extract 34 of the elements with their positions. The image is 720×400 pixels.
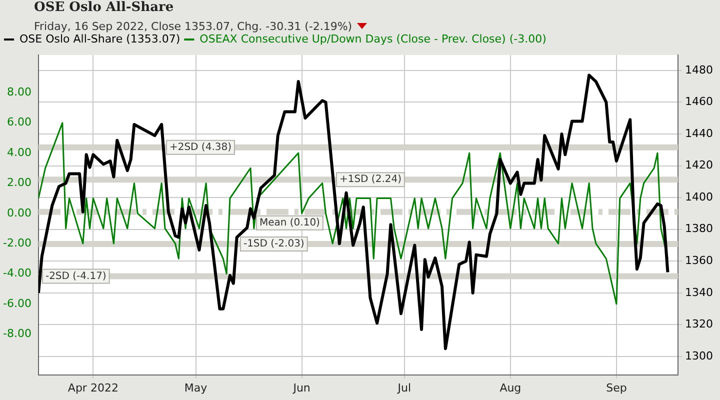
y2-tick-label: 1460 xyxy=(685,95,714,108)
x-tick-label: Aug xyxy=(500,381,522,394)
y-tick-label: 4.00 xyxy=(6,146,32,159)
legend-label: OSEAX Consecutive Up/Down Days (Close - Prev. Close) (-3.00) xyxy=(200,32,546,46)
x-tick-label: Jun xyxy=(292,381,310,394)
y-tick-label: 6.00 xyxy=(6,116,32,129)
y2-tick-label: 1300 xyxy=(685,349,714,362)
x-tick-label: May xyxy=(184,381,208,394)
y-tick-label: -6.00 xyxy=(2,296,32,310)
chart-subtitle: Friday, 16 Sep 2022, Close 1353.07, Chg. -30.31 (-2.19%) xyxy=(34,20,352,33)
y-tick-label: 2.00 xyxy=(6,176,32,190)
y2-tick-label: 1380 xyxy=(685,222,714,236)
y-tick-label: 0.00 xyxy=(6,206,32,220)
y2-tick-label: 1400 xyxy=(685,190,714,204)
y2-tick-label: 1420 xyxy=(685,158,714,172)
y-tick-label: -2.00 xyxy=(2,236,32,250)
y2-tick-label: 1480 xyxy=(685,63,714,76)
y2-tick-label: 1320 xyxy=(685,318,714,331)
y2-tick-label: 1360 xyxy=(685,254,714,268)
ref-line-label: -2SD (-4.17) xyxy=(45,270,106,282)
y2-tick-label: 1440 xyxy=(685,126,714,140)
ref-line-label: Mean (0.10) xyxy=(259,217,320,228)
ref-line-label: -1SD (-2.03) xyxy=(243,238,304,250)
legend-label: OSE Oslo All-Share (1353.07) xyxy=(20,32,180,46)
y-tick-label: -4.00 xyxy=(2,266,32,280)
x-tick-label: Sep xyxy=(606,381,627,394)
x-tick-label: Jul xyxy=(396,381,412,394)
y-tick-label: 8.00 xyxy=(6,86,32,99)
ref-line-label: +2SD (4.38) xyxy=(169,142,232,153)
ref-line-label: +1SD (2.24) xyxy=(339,174,402,186)
x-tick-label: Apr 2022 xyxy=(68,381,118,394)
y2-tick-label: 1340 xyxy=(685,286,714,299)
y-tick-label: -8.00 xyxy=(2,326,32,340)
chart-title: OSE Oslo All-Share xyxy=(34,0,175,15)
